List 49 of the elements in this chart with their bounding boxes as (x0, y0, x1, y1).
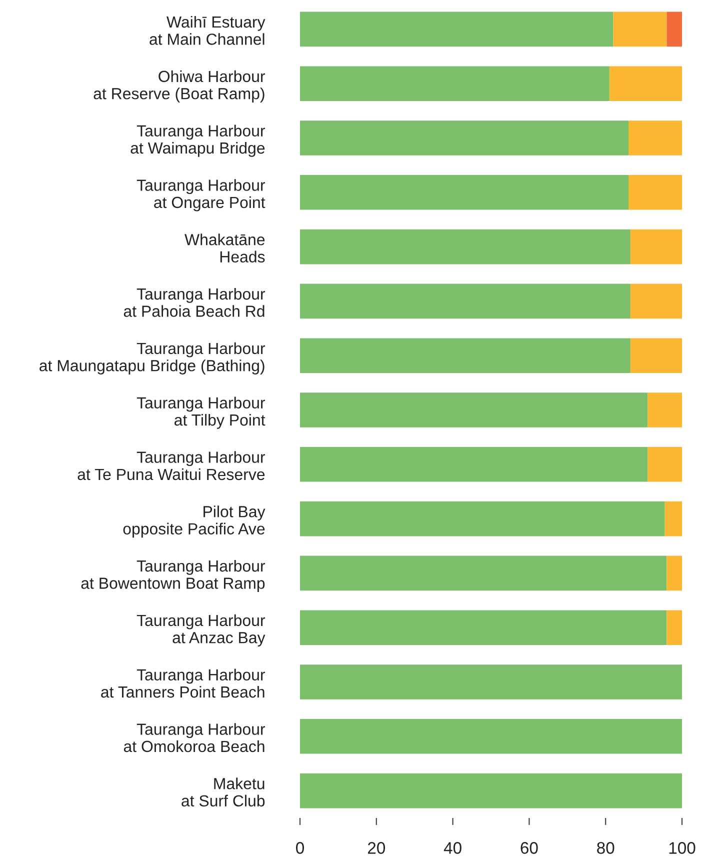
y-tick-label: Tauranga Harbour at Anzac Bay (136, 614, 266, 646)
bar (630, 229, 682, 264)
bar (613, 12, 667, 47)
bar (300, 773, 682, 808)
bar (300, 66, 610, 102)
bar (300, 338, 630, 374)
y-tick-label: Tauranga Harbour at Omokoroa Beach (124, 723, 266, 752)
y-tick-label: Whakatāne Heads (184, 234, 265, 263)
x-tick-label: 80 (597, 842, 614, 854)
bar (648, 446, 682, 482)
bar (300, 501, 665, 536)
y-tick-label: Pilot Bay opposite Pacific Ave (123, 506, 266, 538)
bar (666, 12, 682, 47)
y-tick-label: Tauranga Harbour at Maungatapu Bridge (Bathing) (40, 342, 266, 374)
bar (630, 338, 682, 374)
bar (666, 610, 682, 646)
bar (666, 556, 682, 591)
y-tick-label: Tauranga Harbour at Pahoia Beach Rd (124, 288, 266, 317)
x-tick-label: 100 (669, 842, 696, 854)
y-tick-label: Tauranga Harbour at Tilby Point (136, 396, 266, 429)
bar (300, 556, 667, 591)
x-tick-label: 40 (444, 842, 462, 854)
bar (300, 664, 682, 700)
bar (300, 610, 667, 646)
x-tick-label: 60 (520, 842, 538, 854)
bar (300, 284, 630, 319)
bar (300, 174, 629, 210)
y-tick-label: Tauranga Harbour at Te Puna Waitui Reserve (78, 451, 266, 480)
y-tick-label: Maketu at Surf Club (182, 778, 265, 807)
y-tick-label: Tauranga Harbour at Bowentown Boat Ramp (81, 560, 266, 592)
bar (300, 12, 614, 47)
bar (648, 392, 682, 428)
y-tick-label: Tauranga Harbour at Tanners Point Beach (101, 668, 266, 698)
y-tick-label: Ohiwa Harbour at Reserve (Boat Ramp) (94, 70, 266, 102)
bar (664, 501, 682, 536)
bar (628, 120, 682, 156)
y-tick-label: Waihī Estuary at Main Channel (150, 16, 266, 45)
bar (300, 392, 648, 428)
y-tick-label: Tauranga Harbour at Waimapu Bridge (130, 124, 266, 157)
bar (630, 284, 682, 319)
bar (628, 174, 682, 210)
bar (609, 66, 682, 102)
y-tick-label: Tauranga Harbour at Ongare Point (136, 179, 266, 212)
bar (300, 446, 648, 482)
bar (300, 120, 629, 156)
x-tick-label: 0 (296, 842, 304, 854)
bar (300, 718, 682, 754)
bar (300, 229, 630, 264)
x-tick-label: 20 (368, 842, 386, 854)
